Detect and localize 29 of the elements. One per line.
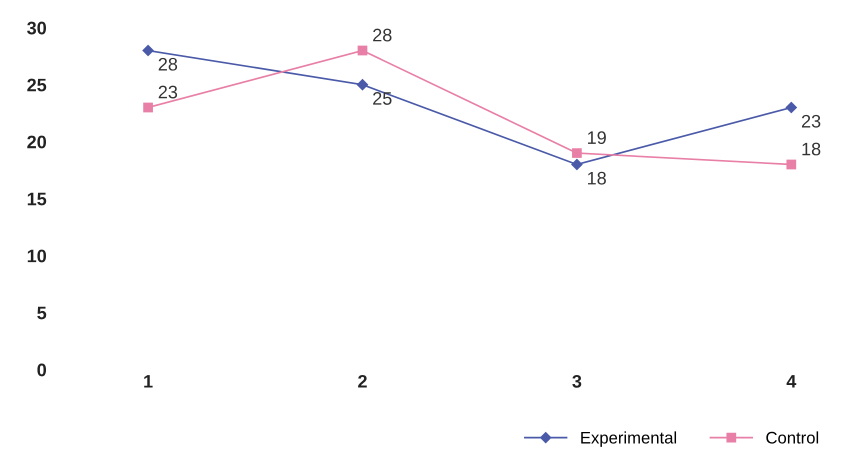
data-label: 28	[373, 28, 392, 42]
legend-label: Experimental	[581, 431, 676, 447]
x-tick-label: 1	[144, 375, 153, 388]
point	[571, 158, 583, 170]
data-label: 25	[373, 92, 392, 105]
x-tick-label: 3	[572, 374, 582, 388]
point	[142, 44, 154, 56]
y-tick-label: 15	[28, 192, 46, 206]
data-label: 23	[802, 114, 820, 128]
y-tick-label: 10	[28, 250, 46, 262]
point	[356, 79, 368, 90]
point	[143, 102, 153, 112]
x-tick-label: 4	[786, 375, 796, 388]
data-label: 23	[158, 86, 178, 98]
y-tick-label: 25	[27, 78, 46, 92]
legend-label: Control	[766, 431, 818, 444]
data-label: 18	[802, 142, 820, 156]
y-tick-label: 5	[37, 306, 46, 320]
y-tick-label: 0	[37, 364, 46, 376]
y-tick-label: 20	[27, 136, 46, 148]
data-label: 19	[588, 131, 606, 144]
point	[786, 102, 797, 114]
data-label: 18	[588, 172, 606, 185]
x-tick-label: 2	[358, 374, 367, 388]
point	[572, 148, 582, 158]
point	[358, 46, 368, 56]
point	[786, 160, 796, 170]
y-tick-label: 30	[27, 22, 46, 34]
data-label: 28	[158, 58, 178, 71]
